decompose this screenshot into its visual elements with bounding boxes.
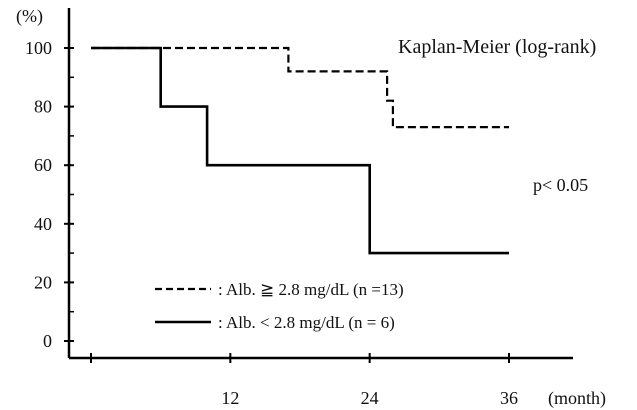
series-line-low-albumin (91, 46, 509, 255)
chart-title: Kaplan-Meier (log-rank) (398, 36, 596, 58)
x-tick-label: 36 (500, 388, 518, 408)
x-tick-label: 12 (221, 388, 239, 408)
y-tick-label: 100 (25, 38, 52, 58)
x-tick-label: 24 (361, 388, 379, 408)
y-unit-label: (%) (16, 6, 43, 27)
legend-label-low-albumin: : Alb. < 2.8 mg/dL (n = 6) (218, 313, 395, 332)
y-tick-label: 0 (43, 331, 52, 351)
y-tick-label: 60 (34, 155, 52, 175)
y-tick-label: 40 (34, 214, 52, 234)
y-tick-group: 0 20 40 60 80 100 (25, 38, 74, 351)
series-layer (91, 46, 509, 255)
x-tick-group: 12 24 36 (90, 353, 518, 408)
legend-label-high-albumin: : Alb. ≧ 2.8 mg/dL (n =13) (218, 280, 404, 299)
y-tick-label: 20 (34, 272, 52, 292)
series-line-high-albumin (91, 46, 509, 129)
p-value-annotation: p< 0.05 (533, 175, 588, 195)
legend: : Alb. ≧ 2.8 mg/dL (n =13) : Alb. < 2.8 … (155, 280, 404, 332)
y-tick-label: 80 (34, 97, 52, 117)
x-unit-label: (month) (548, 388, 606, 409)
